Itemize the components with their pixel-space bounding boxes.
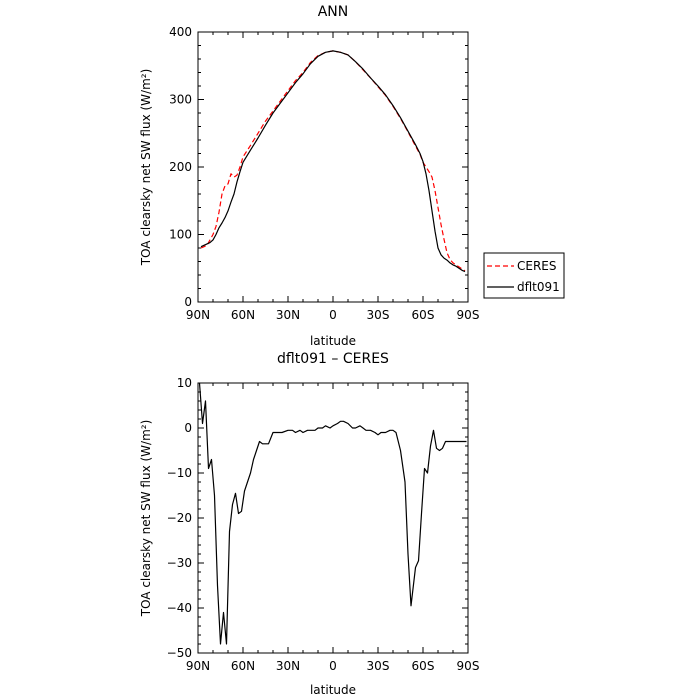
bottom-x-tick-label: 60N bbox=[231, 659, 255, 673]
top-x-tick-label: 0 bbox=[329, 308, 337, 322]
legend: CERES dflt091 bbox=[483, 252, 565, 299]
top-x-axis-label: latitude bbox=[310, 334, 356, 348]
bottom-series-lines bbox=[198, 382, 467, 645]
bottom-x-tick-label: 60S bbox=[412, 659, 435, 673]
legend-label-ceres: CERES bbox=[517, 259, 557, 273]
top-y-tick-label: 100 bbox=[169, 228, 192, 242]
bottom-y-tick-label: −10 bbox=[167, 466, 192, 480]
top-y-tick-label: 0 bbox=[184, 295, 192, 309]
bottom-y-tick-label: −20 bbox=[167, 511, 192, 525]
bottom-x-tick-label: 90S bbox=[457, 659, 480, 673]
bottom-x-tick-label: 30N bbox=[276, 659, 300, 673]
bottom-y-tick-label: 10 bbox=[177, 376, 192, 390]
bottom-plot-frame bbox=[197, 382, 469, 654]
legend-box bbox=[483, 252, 565, 299]
bottom-ticks bbox=[197, 382, 469, 654]
top-x-tick-label: 90N bbox=[186, 308, 210, 322]
legend-label-dflt091: dflt091 bbox=[517, 280, 560, 294]
bottom-x-tick-label: 30S bbox=[367, 659, 390, 673]
bottom-y-tick-label: −50 bbox=[167, 646, 192, 660]
top-x-tick-label: 30S bbox=[367, 308, 390, 322]
bottom-chart-title: dflt091 – CERES bbox=[277, 351, 389, 367]
top-y-tick-label: 200 bbox=[169, 160, 192, 174]
bottom-series-line-difference bbox=[198, 382, 467, 645]
top-series-line-ceres bbox=[200, 50, 466, 272]
bottom-x-tick-label: 90N bbox=[186, 659, 210, 673]
top-chart-title: ANN bbox=[318, 4, 349, 20]
top-y-tick-label: 300 bbox=[169, 93, 192, 107]
bottom-panel: dflt091 – CERES 90N 60N 30N 0 30S 60S 90S −50 −4… bbox=[139, 351, 479, 697]
top-x-tick-label: 60S bbox=[412, 308, 435, 322]
bottom-y-tick-label: −30 bbox=[167, 556, 192, 570]
top-x-tick-label: 30N bbox=[276, 308, 300, 322]
top-y-axis-label: TOA clearsky net SW flux (W/m²) bbox=[139, 69, 153, 267]
bottom-y-axis-label: TOA clearsky net SW flux (W/m²) bbox=[139, 420, 153, 618]
top-x-tick-label: 90S bbox=[457, 308, 480, 322]
bottom-y-tick-label: 0 bbox=[184, 421, 192, 435]
bottom-y-tick-label: −40 bbox=[167, 601, 192, 615]
bottom-tick-labels: 90N 60N 30N 0 30S 60S 90S −50 −40 −30 −20 −10 0 10 bbox=[167, 376, 480, 673]
top-panel: ANN 90N 60N 30N 0 30S 60S 90S 0 100 200 300 400 lat… bbox=[139, 4, 479, 348]
top-series-lines bbox=[200, 50, 466, 273]
bottom-x-axis-label: latitude bbox=[310, 683, 356, 697]
top-y-tick-label: 400 bbox=[169, 25, 192, 39]
bottom-x-tick-label: 0 bbox=[329, 659, 337, 673]
top-series-line-dflt091 bbox=[200, 50, 466, 273]
top-plot-frame bbox=[197, 31, 469, 303]
top-x-tick-label: 60N bbox=[231, 308, 255, 322]
top-ticks bbox=[197, 31, 469, 303]
top-tick-labels: 90N 60N 30N 0 30S 60S 90S 0 100 200 300 400 bbox=[169, 25, 479, 322]
